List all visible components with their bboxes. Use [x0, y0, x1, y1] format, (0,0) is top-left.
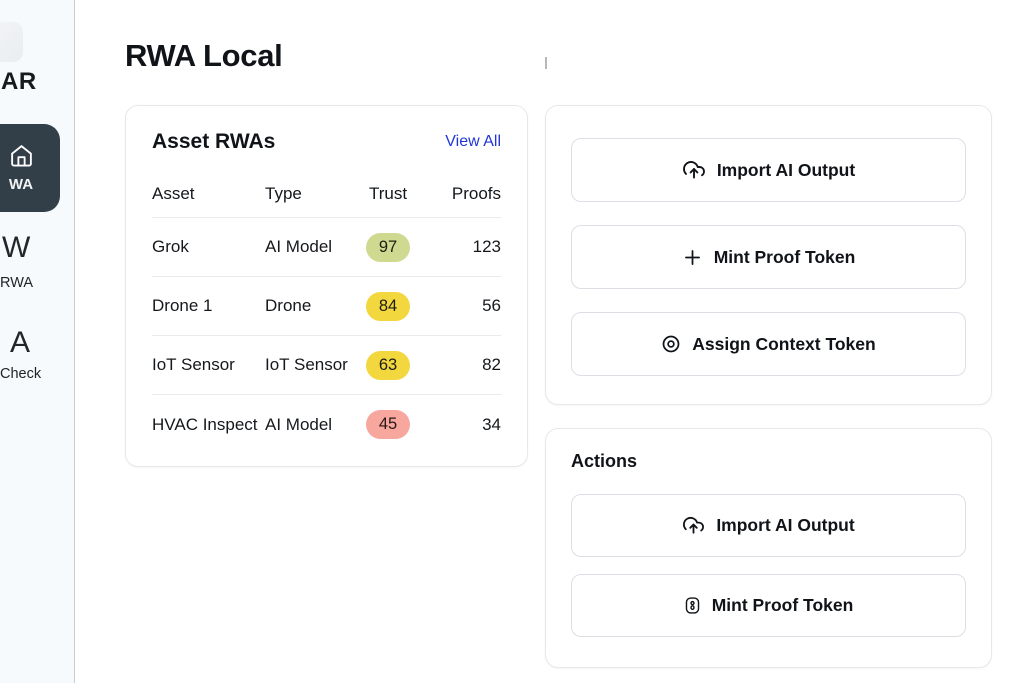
asset-card-title: Asset RWAs — [152, 130, 276, 153]
trust-badge: 97 — [366, 232, 410, 262]
import-ai-output-button[interactable]: Import AI Output — [571, 138, 966, 202]
target-icon — [661, 334, 681, 354]
table-header-row: Asset Type Trust Proofs — [152, 170, 501, 218]
proofs-cell: 56 — [482, 296, 501, 315]
type-cell: Drone — [265, 296, 312, 315]
table-row[interactable]: IoT Sensor IoT Sensor 63 82 — [152, 336, 501, 395]
sidebar-item-check-glyph[interactable]: A — [10, 326, 31, 359]
sidebar-item-check-label[interactable]: Check — [0, 366, 42, 382]
proofs-cell: 123 — [472, 237, 501, 256]
type-cell: AI Model — [265, 237, 333, 256]
column-header-proofs: Proofs — [451, 183, 501, 203]
proofs-cell: 82 — [482, 355, 501, 374]
trust-badge: 63 — [366, 350, 410, 380]
proofs-cell: 34 — [482, 414, 501, 434]
upload-cloud-icon — [682, 514, 705, 537]
mint-proof-token-button[interactable]: Mint Proof Token — [571, 574, 966, 637]
table-row[interactable]: HVAC Inspect AI Model 45 34 — [152, 395, 501, 454]
sidebar-item-rwa-glyph[interactable]: W — [2, 231, 31, 264]
column-header-type: Type — [265, 183, 302, 203]
trust-badge: 45 — [366, 410, 410, 439]
actions-card-title: Actions — [571, 451, 638, 471]
actions-card: Actions Import AI Output Mint Proof Toke… — [545, 428, 992, 668]
import-ai-output-button[interactable]: Import AI Output — [571, 494, 966, 557]
asset-cell: Drone 1 — [152, 296, 213, 315]
sidebar: AR WA W RWA A Check — [0, 0, 75, 683]
assign-context-token-button[interactable]: Assign Context Token — [571, 312, 966, 376]
view-all-link[interactable]: View All — [445, 133, 501, 150]
quick-actions-card: Import AI Output Mint Proof Token Assign… — [545, 105, 992, 405]
asset-table: Asset Type Trust Proofs Grok AI Model 97… — [152, 170, 501, 454]
table-row[interactable]: Grok AI Model 97 123 — [152, 218, 501, 277]
asset-cell: IoT Sensor — [152, 355, 235, 374]
home-icon — [9, 143, 34, 168]
sidebar-brand-text: AR — [1, 68, 37, 95]
type-cell: AI Model — [265, 414, 333, 434]
asset-cell: Grok — [152, 237, 189, 256]
text-cursor-artifact — [545, 57, 547, 69]
proof-badge-icon — [684, 596, 701, 615]
upload-cloud-icon — [682, 158, 706, 182]
button-label: Import AI Output — [716, 159, 856, 180]
column-header-asset: Asset — [152, 183, 195, 203]
column-header-trust: Trust — [368, 183, 408, 203]
button-label: Import AI Output — [716, 515, 855, 535]
trust-badge: 84 — [366, 291, 410, 321]
sidebar-item-rwa-label[interactable]: RWA — [0, 275, 34, 291]
app-logo — [0, 22, 23, 62]
sidebar-item-label: WA — [8, 176, 34, 193]
button-label: Assign Context Token — [692, 333, 876, 354]
table-row[interactable]: Drone 1 Drone 84 56 — [152, 277, 501, 336]
asset-rwas-card: Asset RWAs View All Asset Type Trust Pro… — [125, 105, 528, 467]
type-cell: IoT Sensor — [265, 355, 348, 374]
sidebar-item-rwa-active[interactable]: WA — [0, 124, 60, 212]
page-title: RWA Local — [125, 38, 283, 73]
button-label: Mint Proof Token — [713, 246, 856, 267]
plus-icon — [682, 247, 703, 268]
asset-cell: HVAC Inspect — [152, 414, 258, 434]
button-label: Mint Proof Token — [711, 595, 854, 615]
mint-proof-token-button[interactable]: Mint Proof Token — [571, 225, 966, 289]
